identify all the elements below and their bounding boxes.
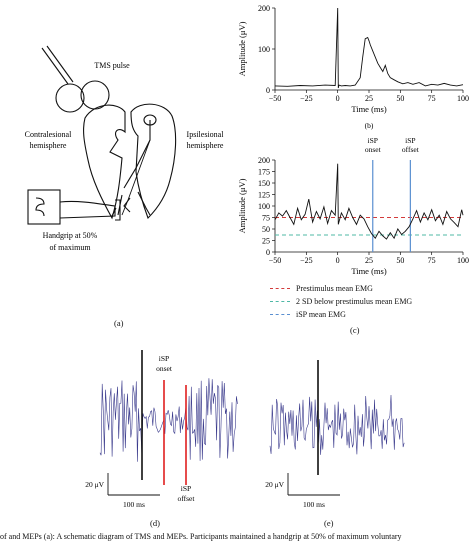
y-tick-label: 150 [258, 179, 270, 188]
emg-trace [269, 394, 405, 455]
isp-offset-label: offset [402, 145, 420, 154]
x-tick-label: 25 [365, 256, 373, 265]
y-tick-label: 25 [262, 237, 270, 246]
x-tick-label: −25 [300, 94, 313, 103]
panel-a-letter: (a) [114, 318, 124, 328]
x-tick-label: 0 [336, 256, 340, 265]
x-tick-label: −50 [269, 94, 282, 103]
x-tick-label: −50 [269, 256, 282, 265]
ipsilesional-label-line2: hemisphere [187, 141, 224, 150]
legend-swatch-teal [270, 301, 290, 302]
scale-ms-label: 100 ms [303, 500, 325, 509]
scale-uv-label: 20 μV [85, 480, 104, 489]
legend-swatch-red [270, 288, 290, 289]
handgrip-label-line1: Handgrip at 50% [43, 231, 98, 240]
isp-offset-label: iSP [405, 136, 415, 145]
y-tick-label: 50 [262, 225, 270, 234]
emg-trace [99, 378, 238, 462]
y-tick-label: 0 [266, 86, 270, 95]
y-tick-label: 125 [258, 191, 270, 200]
x-tick-label: 100 [457, 94, 469, 103]
x-tick-label: 100 [457, 256, 469, 265]
isp-offset-label: offset [178, 494, 196, 503]
panel-d-letter: (d) [150, 518, 160, 528]
tms-coil-icon [41, 45, 110, 113]
series-line [274, 7, 464, 89]
x-tick-label: 0 [336, 94, 340, 103]
isp-offset-label: iSP [181, 484, 191, 493]
series-line [274, 163, 464, 240]
handgrip-label-line2: of maximum [49, 243, 91, 252]
panel-c-letter: (c) [350, 325, 360, 335]
legend-item-prestimulus: Prestimulus mean EMG [270, 284, 373, 293]
y-tick-label: 75 [262, 214, 270, 223]
y-tick-label: 200 [258, 156, 270, 165]
y-axis-label: Amplitude (μV) [237, 21, 247, 76]
legend-label: Prestimulus mean EMG [296, 284, 373, 293]
y-tick-label: 175 [258, 168, 270, 177]
chart-panel-b: −50 −25 0 25 50 75 100 0 100 200 Time (ms) Amplitud… [237, 4, 469, 130]
y-tick-label: 100 [258, 202, 270, 211]
legend-item-2sd: 2 SD below prestimulus mean EMG [270, 297, 412, 306]
legend-item-isp: iSP mean EMG [270, 310, 346, 319]
legend-swatch-blue [270, 314, 290, 315]
x-axis-label: Time (ms) [351, 104, 387, 114]
x-tick-label: 50 [396, 94, 404, 103]
x-tick-label: 50 [396, 256, 404, 265]
tms-pulse-label: TMS pulse [94, 61, 130, 70]
chart-panel-c: −50 −25 0 25 50 75 100 0 25 50 75 100 125 150 175 200 Ti… [237, 136, 469, 276]
scale-ms-label: 100 ms [123, 500, 145, 509]
isp-onset-label: iSP [368, 136, 378, 145]
panel-b-letter: (b) [365, 121, 374, 130]
x-tick-label: 25 [365, 94, 373, 103]
y-tick-label: 200 [258, 4, 270, 13]
y-tick-label: 0 [266, 248, 270, 257]
y-axis-label: Amplitude (μV) [237, 178, 247, 233]
x-axis-label: Time (ms) [351, 266, 387, 276]
x-tick-label: −25 [300, 256, 313, 265]
brain-icon [83, 103, 177, 220]
legend-label: iSP mean EMG [296, 310, 346, 319]
isp-onset-label: onset [156, 364, 173, 373]
hand-dynamometer-icon [27, 189, 121, 225]
emg-trace-panel-e: 20 μV 100 ms [265, 360, 405, 509]
ipsilesional-label-line1: Ipsilesional [187, 130, 225, 139]
schematic-diagram: TMS pulse Contralesional hemisphere Ipsi… [25, 45, 225, 252]
scale-uv-label: 20 μV [265, 480, 284, 489]
isp-onset-label: onset [365, 145, 382, 154]
legend-label: 2 SD below prestimulus mean EMG [296, 297, 413, 306]
contralesional-label-line2: hemisphere [30, 141, 67, 150]
figure-caption: of and MEPs (a): A schematic diagram of … [0, 532, 402, 541]
isp-onset-label: iSP [159, 354, 169, 363]
x-tick-label: 75 [428, 94, 436, 103]
x-tick-label: 75 [428, 256, 436, 265]
y-tick-label: 100 [258, 45, 270, 54]
contralesional-label-line1: Contralesional [25, 130, 72, 139]
panel-e-letter: (e) [324, 518, 334, 528]
